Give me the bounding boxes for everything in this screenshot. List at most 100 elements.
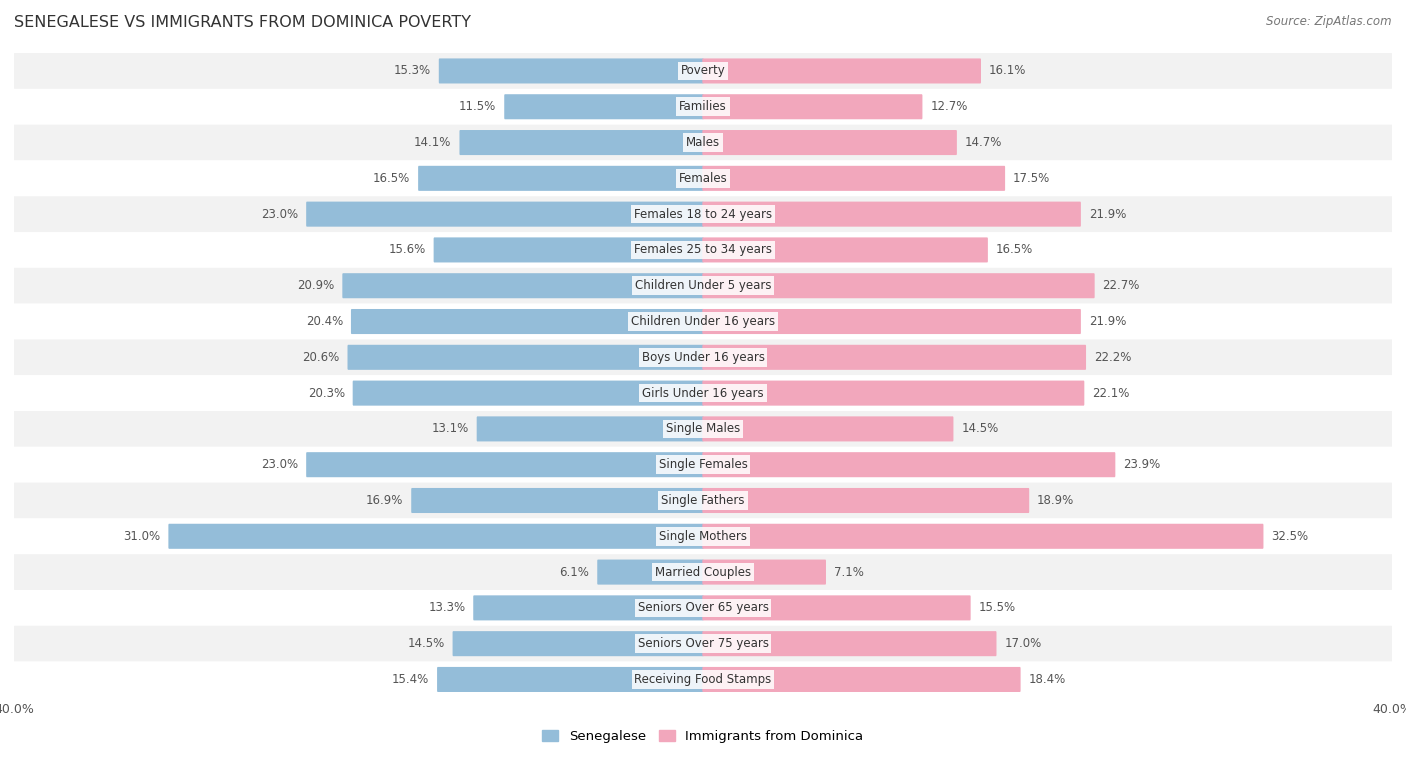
- FancyBboxPatch shape: [347, 345, 703, 370]
- FancyBboxPatch shape: [352, 309, 703, 334]
- FancyBboxPatch shape: [703, 381, 1084, 406]
- FancyBboxPatch shape: [703, 166, 1005, 191]
- Text: 13.3%: 13.3%: [429, 601, 465, 615]
- FancyBboxPatch shape: [14, 304, 1392, 340]
- Text: Families: Families: [679, 100, 727, 113]
- FancyBboxPatch shape: [411, 488, 703, 513]
- Text: Females: Females: [679, 172, 727, 185]
- FancyBboxPatch shape: [437, 667, 703, 692]
- FancyBboxPatch shape: [14, 340, 1392, 375]
- Text: 12.7%: 12.7%: [931, 100, 967, 113]
- FancyBboxPatch shape: [703, 273, 1095, 298]
- Text: 17.5%: 17.5%: [1012, 172, 1050, 185]
- FancyBboxPatch shape: [505, 94, 703, 119]
- FancyBboxPatch shape: [703, 202, 1081, 227]
- Text: Seniors Over 65 years: Seniors Over 65 years: [637, 601, 769, 615]
- FancyBboxPatch shape: [14, 518, 1392, 554]
- Text: 15.6%: 15.6%: [388, 243, 426, 256]
- Text: 14.5%: 14.5%: [408, 637, 444, 650]
- Text: Source: ZipAtlas.com: Source: ZipAtlas.com: [1267, 15, 1392, 28]
- Text: Seniors Over 75 years: Seniors Over 75 years: [637, 637, 769, 650]
- Text: 22.2%: 22.2%: [1094, 351, 1132, 364]
- Text: 31.0%: 31.0%: [124, 530, 160, 543]
- FancyBboxPatch shape: [703, 416, 953, 441]
- FancyBboxPatch shape: [439, 58, 703, 83]
- Text: 16.1%: 16.1%: [988, 64, 1026, 77]
- Text: 14.5%: 14.5%: [962, 422, 998, 435]
- FancyBboxPatch shape: [169, 524, 703, 549]
- Text: 23.0%: 23.0%: [262, 458, 298, 471]
- Text: Females 25 to 34 years: Females 25 to 34 years: [634, 243, 772, 256]
- FancyBboxPatch shape: [14, 196, 1392, 232]
- FancyBboxPatch shape: [703, 631, 997, 656]
- Text: SENEGALESE VS IMMIGRANTS FROM DOMINICA POVERTY: SENEGALESE VS IMMIGRANTS FROM DOMINICA P…: [14, 15, 471, 30]
- Text: 20.4%: 20.4%: [305, 315, 343, 328]
- Text: 18.4%: 18.4%: [1029, 673, 1066, 686]
- FancyBboxPatch shape: [307, 202, 703, 227]
- FancyBboxPatch shape: [703, 667, 1021, 692]
- Text: 22.1%: 22.1%: [1092, 387, 1129, 399]
- Text: 15.5%: 15.5%: [979, 601, 1015, 615]
- Text: 15.4%: 15.4%: [392, 673, 429, 686]
- FancyBboxPatch shape: [307, 453, 703, 478]
- FancyBboxPatch shape: [14, 375, 1392, 411]
- FancyBboxPatch shape: [703, 559, 825, 584]
- Text: 23.9%: 23.9%: [1123, 458, 1160, 471]
- Text: Males: Males: [686, 136, 720, 149]
- FancyBboxPatch shape: [474, 595, 703, 620]
- FancyBboxPatch shape: [703, 58, 981, 83]
- FancyBboxPatch shape: [703, 309, 1081, 334]
- FancyBboxPatch shape: [14, 89, 1392, 124]
- Text: 16.5%: 16.5%: [995, 243, 1033, 256]
- Text: Receiving Food Stamps: Receiving Food Stamps: [634, 673, 772, 686]
- Text: 17.0%: 17.0%: [1004, 637, 1042, 650]
- FancyBboxPatch shape: [453, 631, 703, 656]
- Text: Children Under 16 years: Children Under 16 years: [631, 315, 775, 328]
- FancyBboxPatch shape: [14, 554, 1392, 590]
- Text: 18.9%: 18.9%: [1038, 494, 1074, 507]
- Text: Girls Under 16 years: Girls Under 16 years: [643, 387, 763, 399]
- FancyBboxPatch shape: [14, 626, 1392, 662]
- Text: 32.5%: 32.5%: [1271, 530, 1309, 543]
- FancyBboxPatch shape: [14, 124, 1392, 161]
- Text: Boys Under 16 years: Boys Under 16 years: [641, 351, 765, 364]
- Text: 21.9%: 21.9%: [1088, 315, 1126, 328]
- Text: 11.5%: 11.5%: [460, 100, 496, 113]
- FancyBboxPatch shape: [14, 662, 1392, 697]
- FancyBboxPatch shape: [342, 273, 703, 298]
- FancyBboxPatch shape: [14, 161, 1392, 196]
- FancyBboxPatch shape: [598, 559, 703, 584]
- Text: 14.1%: 14.1%: [415, 136, 451, 149]
- Text: 16.5%: 16.5%: [373, 172, 411, 185]
- FancyBboxPatch shape: [14, 590, 1392, 626]
- Text: 14.7%: 14.7%: [965, 136, 1002, 149]
- Text: 7.1%: 7.1%: [834, 565, 863, 578]
- Text: 22.7%: 22.7%: [1102, 279, 1140, 293]
- FancyBboxPatch shape: [14, 232, 1392, 268]
- Text: 20.9%: 20.9%: [297, 279, 335, 293]
- FancyBboxPatch shape: [703, 595, 970, 620]
- Text: 23.0%: 23.0%: [262, 208, 298, 221]
- Text: 21.9%: 21.9%: [1088, 208, 1126, 221]
- FancyBboxPatch shape: [477, 416, 703, 441]
- FancyBboxPatch shape: [703, 237, 988, 262]
- FancyBboxPatch shape: [460, 130, 703, 155]
- FancyBboxPatch shape: [703, 345, 1085, 370]
- FancyBboxPatch shape: [703, 488, 1029, 513]
- Text: Single Males: Single Males: [666, 422, 740, 435]
- FancyBboxPatch shape: [418, 166, 703, 191]
- Text: Married Couples: Married Couples: [655, 565, 751, 578]
- Legend: Senegalese, Immigrants from Dominica: Senegalese, Immigrants from Dominica: [537, 725, 869, 749]
- Text: Children Under 5 years: Children Under 5 years: [634, 279, 772, 293]
- FancyBboxPatch shape: [703, 94, 922, 119]
- Text: 15.3%: 15.3%: [394, 64, 430, 77]
- FancyBboxPatch shape: [14, 53, 1392, 89]
- Text: Single Mothers: Single Mothers: [659, 530, 747, 543]
- FancyBboxPatch shape: [433, 237, 703, 262]
- FancyBboxPatch shape: [703, 524, 1264, 549]
- Text: 20.6%: 20.6%: [302, 351, 340, 364]
- Text: Single Fathers: Single Fathers: [661, 494, 745, 507]
- FancyBboxPatch shape: [353, 381, 703, 406]
- FancyBboxPatch shape: [703, 130, 957, 155]
- Text: 6.1%: 6.1%: [560, 565, 589, 578]
